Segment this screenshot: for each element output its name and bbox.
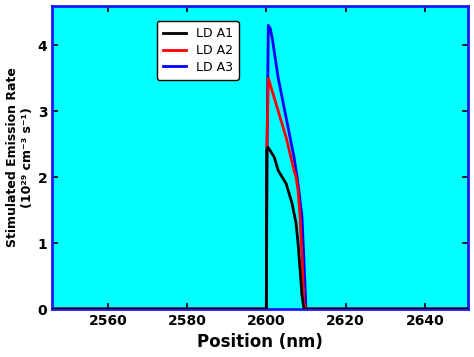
Y-axis label: Stimulated Emission Rate
(10²⁹ cm⁻³ s⁻¹): Stimulated Emission Rate (10²⁹ cm⁻³ s⁻¹) <box>6 67 34 247</box>
Legend: LD A1, LD A2, LD A3: LD A1, LD A2, LD A3 <box>157 21 239 80</box>
X-axis label: Position (nm): Position (nm) <box>198 333 323 351</box>
